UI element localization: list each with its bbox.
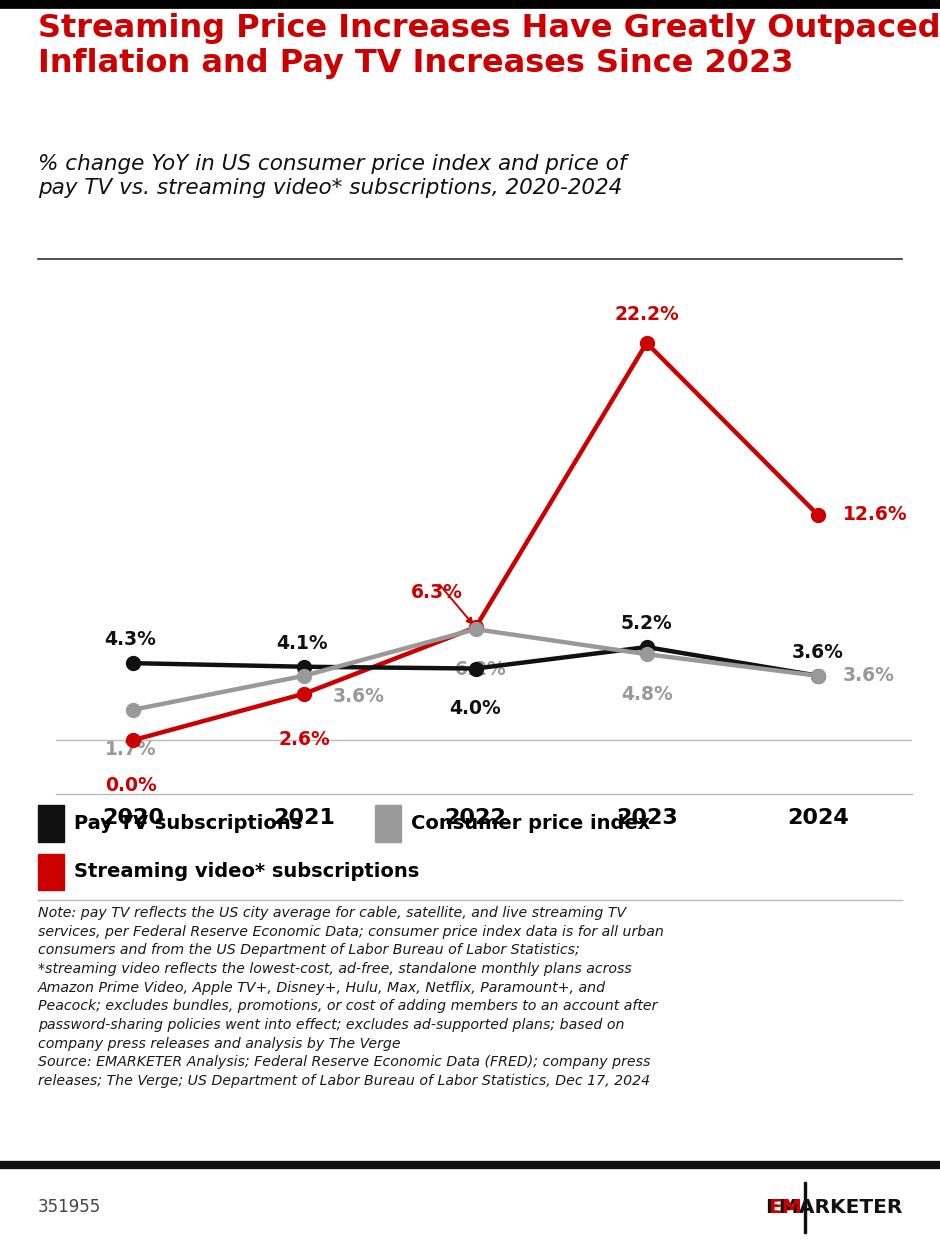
Text: 12.6%: 12.6% [842,505,907,524]
Text: 2.6%: 2.6% [278,730,330,749]
Text: 22.2%: 22.2% [614,305,679,324]
Text: Consumer price index: Consumer price index [411,814,650,832]
Text: Streaming Price Increases Have Greatly Outpaced
Inflation and Pay TV Increases S: Streaming Price Increases Have Greatly O… [38,12,940,79]
Text: 4.3%: 4.3% [104,630,157,649]
Text: 4.0%: 4.0% [449,699,501,718]
Text: 1.7%: 1.7% [104,740,156,759]
Text: Streaming video* subscriptions: Streaming video* subscriptions [74,862,419,881]
Bar [38,854,64,890]
Text: 3.6%: 3.6% [842,666,895,685]
Bar [804,1182,807,1232]
Text: 4.8%: 4.8% [620,685,672,704]
Text: Note: pay TV reflects the US city average for cable, satellite, and live streami: Note: pay TV reflects the US city averag… [38,906,664,1088]
Text: EM: EM [768,1198,802,1218]
Text: 5.2%: 5.2% [620,614,672,634]
Text: 3.6%: 3.6% [332,686,384,706]
Text: 6.3%: 6.3% [411,584,462,602]
Bar [38,805,64,841]
Text: % change YoY in US consumer price index and price of
pay TV vs. streaming video*: % change YoY in US consumer price index … [38,154,626,198]
Text: 351955: 351955 [38,1199,101,1216]
Text: Pay TV subscriptions: Pay TV subscriptions [74,814,302,832]
Text: 0.0%: 0.0% [104,776,156,795]
Text: 6.2%: 6.2% [455,660,507,679]
Bar [375,805,400,841]
Text: 4.1%: 4.1% [275,634,327,652]
Text: 3.6%: 3.6% [791,642,843,661]
Text: EMARKETER: EMARKETER [765,1198,902,1218]
